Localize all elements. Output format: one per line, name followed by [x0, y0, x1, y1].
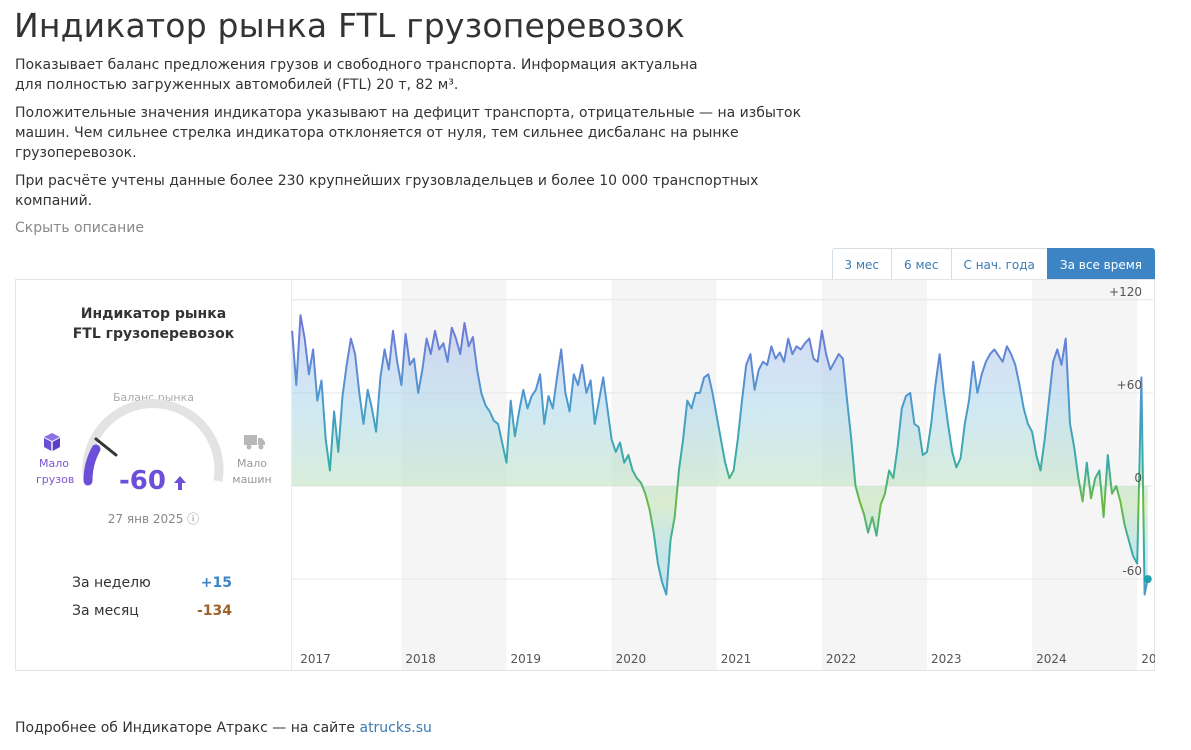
x-axis-ticks: 2017 2018 2019 2020 2021 2022 2023 2024 2025: [300, 652, 1155, 666]
y-tick-label: +60: [1117, 378, 1142, 392]
x-tick-label: 2020: [616, 652, 647, 666]
low-trucks-label: Мало машин: [230, 456, 274, 488]
gauge-dial: [82, 399, 224, 486]
week-change-label: За неделю: [72, 575, 151, 591]
description-paragraph-2: Положительные значения индикатора указыв…: [15, 105, 802, 161]
indicator-value: -60: [119, 466, 166, 496]
x-tick-label: 2019: [511, 652, 542, 666]
box-icon: [44, 433, 60, 451]
gauge-track: [82, 399, 224, 482]
series-group: [291, 314, 1149, 596]
month-change-value: -134: [196, 603, 232, 619]
gauge-panel: Индикатор рынка FTL грузоперевозок Балан…: [16, 280, 292, 670]
gauge-title-line-2: FTL грузоперевозок: [72, 326, 235, 342]
indicator-date: 27 янв 2025 ⓘ: [107, 512, 200, 526]
gauge-title: Индикатор рынка FTL грузоперевозок: [16, 304, 291, 344]
range-tabs: 3 мес 6 мес С нач. года За все время: [831, 248, 1155, 280]
series-area: [292, 315, 1148, 595]
gauge-title-line-1: Индикатор рынка: [80, 306, 227, 322]
truck-icon: [244, 435, 265, 450]
description-paragraph-1: Показывает баланс предложения грузов и с…: [15, 57, 698, 93]
x-tick-label: 2018: [405, 652, 436, 666]
y-axis-ticks: +120 +60 0 -60: [1109, 285, 1142, 578]
x-tick-label: 2024: [1036, 652, 1067, 666]
series-line: [291, 314, 1149, 596]
gauge-tick-1: [108, 444, 116, 453]
x-tick-label: 2017: [300, 652, 331, 666]
tab-all-time[interactable]: За все время: [1046, 248, 1155, 280]
x-tick-label: 2025: [1141, 652, 1155, 666]
tab-6-months[interactable]: 6 мес: [891, 248, 952, 280]
low-trucks-label-line-1: Мало: [237, 457, 267, 470]
low-trucks-label-line-2: машин: [232, 473, 272, 486]
atrucks-link[interactable]: atrucks.su: [359, 720, 432, 736]
gauge-needle: [94, 437, 118, 457]
last-value-marker: [1143, 575, 1152, 584]
y-tick-label: 0: [1134, 471, 1142, 485]
indicator-chart[interactable]: +120 +60 0 -60 2017 2018 2019 2020 2021 2022 2023…: [291, 280, 1155, 670]
month-change-label: За месяц: [72, 603, 139, 619]
week-change-value: +15: [200, 575, 232, 591]
y-tick-label: -60: [1122, 564, 1142, 578]
hide-description-link[interactable]: Скрыть описание: [15, 220, 144, 236]
low-cargo-label: Мало грузов: [36, 456, 75, 488]
y-tick-label: +120: [1109, 285, 1142, 299]
last-value-group: -60: [1143, 575, 1152, 584]
footer: Подробнее об Индикаторе Атракс — на сайт…: [15, 720, 432, 736]
indicator-panel: Индикатор рынка FTL грузоперевозок Балан…: [15, 279, 1155, 671]
low-cargo-label-line-1: Мало: [39, 457, 69, 470]
gauge-fill: [83, 444, 101, 486]
tab-3-months[interactable]: 3 мес: [831, 248, 893, 280]
tab-year-to-date[interactable]: С нач. года: [950, 248, 1048, 280]
footer-text: Подробнее об Индикаторе Атракс — на сайт…: [15, 720, 356, 736]
page-title: Индикатор рынка FTL грузоперевозок: [14, 6, 685, 45]
low-cargo-label-line-2: грузов: [36, 473, 75, 486]
arrow-up-icon: [174, 476, 186, 490]
x-tick-label: 2023: [931, 652, 962, 666]
x-tick-label: 2021: [721, 652, 752, 666]
description-paragraph-3: При расчёте учтены данные более 230 круп…: [15, 173, 759, 209]
x-tick-label: 2022: [826, 652, 857, 666]
balance-label: Баланс рынка: [112, 391, 195, 404]
gauge-tick-3: [190, 444, 198, 453]
